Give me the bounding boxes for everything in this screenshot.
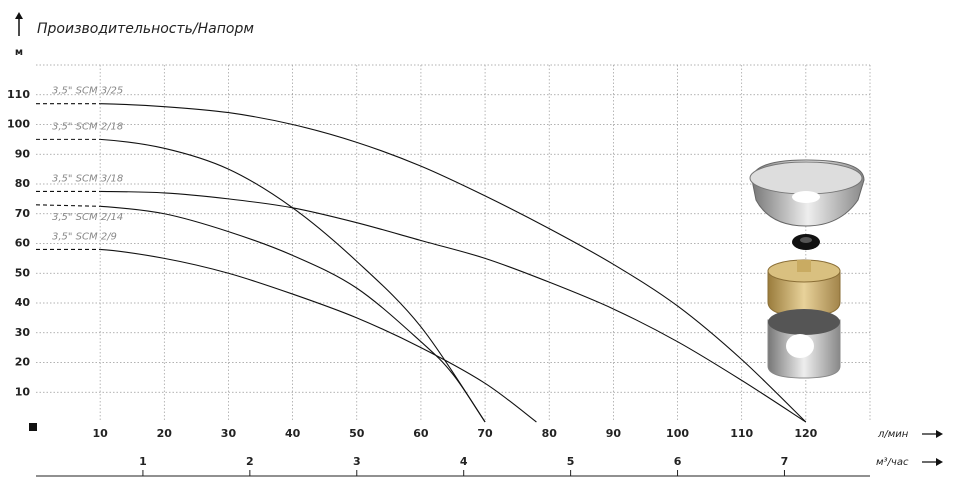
y-axis-label: м	[15, 47, 23, 58]
x-axis-label: л/мин	[877, 429, 909, 440]
y-arrow-head	[15, 12, 23, 19]
x-tick-label: 70	[477, 427, 493, 440]
x-tick-label: 100	[666, 427, 689, 440]
y-tick-label: 30	[15, 326, 31, 339]
series-label: 3,5" SCM 2/9	[52, 231, 117, 242]
curve	[100, 103, 807, 423]
x2-arrow-head	[936, 458, 943, 466]
y-tick-label: 90	[15, 147, 31, 160]
y-tick-label: 50	[15, 266, 31, 279]
series-label: 3,5" SCM 2/14	[52, 212, 123, 223]
x2-tick-label: 2	[246, 455, 254, 468]
x2-axis-label: м³/час	[876, 457, 909, 468]
x-tick-label: 10	[92, 427, 108, 440]
curve	[100, 205, 486, 423]
x2-tick-label: 5	[567, 455, 575, 468]
curve	[100, 190, 807, 423]
y-tick-label: 110	[7, 88, 30, 101]
y-tick-label: 10	[15, 385, 31, 398]
chart-title: Производительность/Напорм	[37, 21, 254, 37]
x-tick-label: 120	[794, 427, 817, 440]
y-tick-label: 20	[15, 356, 31, 369]
y-tick-label: 40	[15, 296, 31, 309]
x-tick-label: 80	[542, 427, 558, 440]
origin-square	[29, 423, 37, 431]
x-tick-label: 110	[730, 427, 753, 440]
pump-illustration	[749, 159, 865, 379]
x2-tick-label: 3	[353, 455, 361, 468]
x2-tick-label: 7	[781, 455, 789, 468]
y-tick-label: 80	[15, 177, 31, 190]
x-tick-label: 60	[413, 427, 429, 440]
x-arrow-head	[936, 430, 943, 438]
x-tick-label: 40	[285, 427, 301, 440]
x2-tick-label: 6	[674, 455, 682, 468]
curve	[100, 248, 537, 423]
x-tick-label: 90	[606, 427, 622, 440]
x2-tick-label: 4	[460, 455, 468, 468]
series-label: 3,5" SCM 3/25	[52, 86, 123, 97]
dashed-start	[35, 204, 101, 207]
y-tick-label: 100	[7, 118, 30, 131]
x-tick-label: 30	[221, 427, 237, 440]
series-label: 3,5" SCM 3/18	[52, 173, 123, 184]
x2-tick-label: 1	[139, 455, 147, 468]
series-label: 3,5" SCM 2/18	[52, 121, 123, 132]
y-tick-label: 70	[15, 207, 31, 220]
x-tick-label: 50	[349, 427, 365, 440]
y-tick-label: 60	[15, 237, 31, 250]
x-tick-label: 20	[157, 427, 173, 440]
curve	[100, 138, 486, 423]
